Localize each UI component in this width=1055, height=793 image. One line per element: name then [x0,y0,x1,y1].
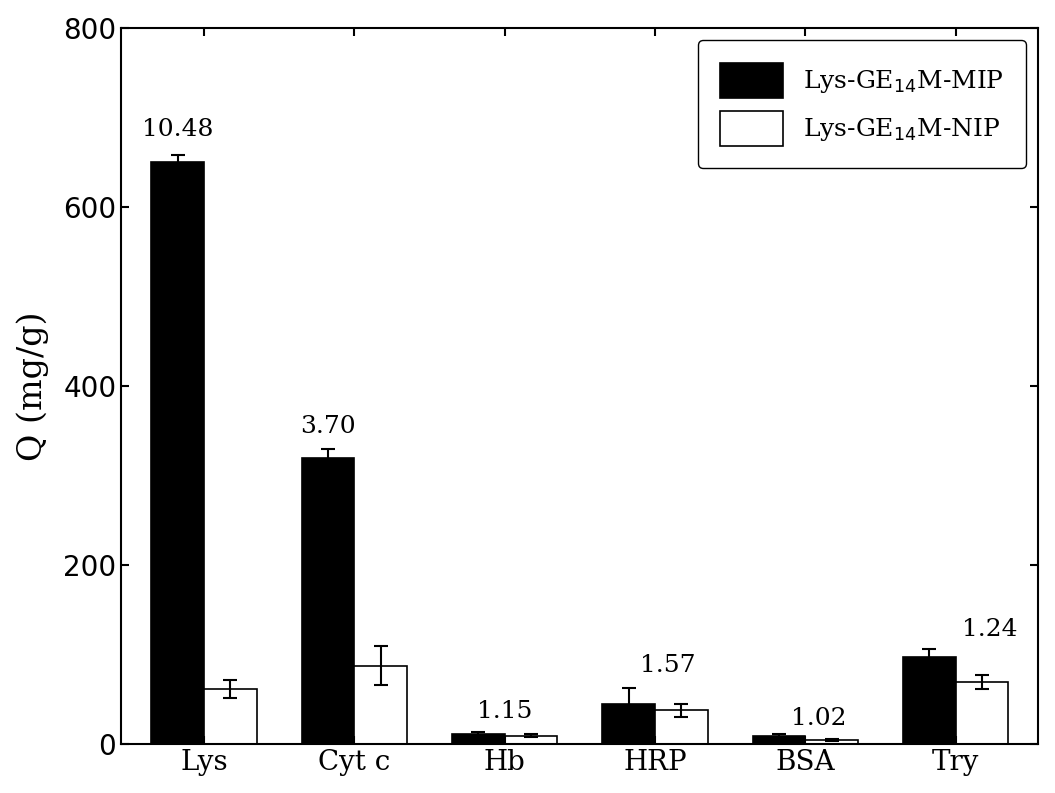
Bar [805,740,858,745]
Y-axis label: Q (mg/g): Q (mg/g) [17,312,50,461]
Text: 1.57: 1.57 [640,654,696,677]
Bar [151,162,204,745]
Bar [602,704,655,745]
Bar [452,734,504,745]
Bar [204,689,256,745]
Text: 3.70: 3.70 [300,415,356,438]
Bar [903,657,956,745]
Text: 1.15: 1.15 [477,700,533,723]
Legend: Lys-GE$_{14}$M-MIP, Lys-GE$_{14}$M-NIP: Lys-GE$_{14}$M-MIP, Lys-GE$_{14}$M-NIP [697,40,1025,168]
Bar [752,736,805,745]
Text: 10.48: 10.48 [141,118,213,141]
Bar [956,682,1009,745]
Text: 1.02: 1.02 [790,707,846,730]
Bar [302,458,354,745]
Bar [655,711,708,745]
Bar [504,736,557,745]
Bar [354,665,407,745]
Text: 1.24: 1.24 [962,618,1017,641]
